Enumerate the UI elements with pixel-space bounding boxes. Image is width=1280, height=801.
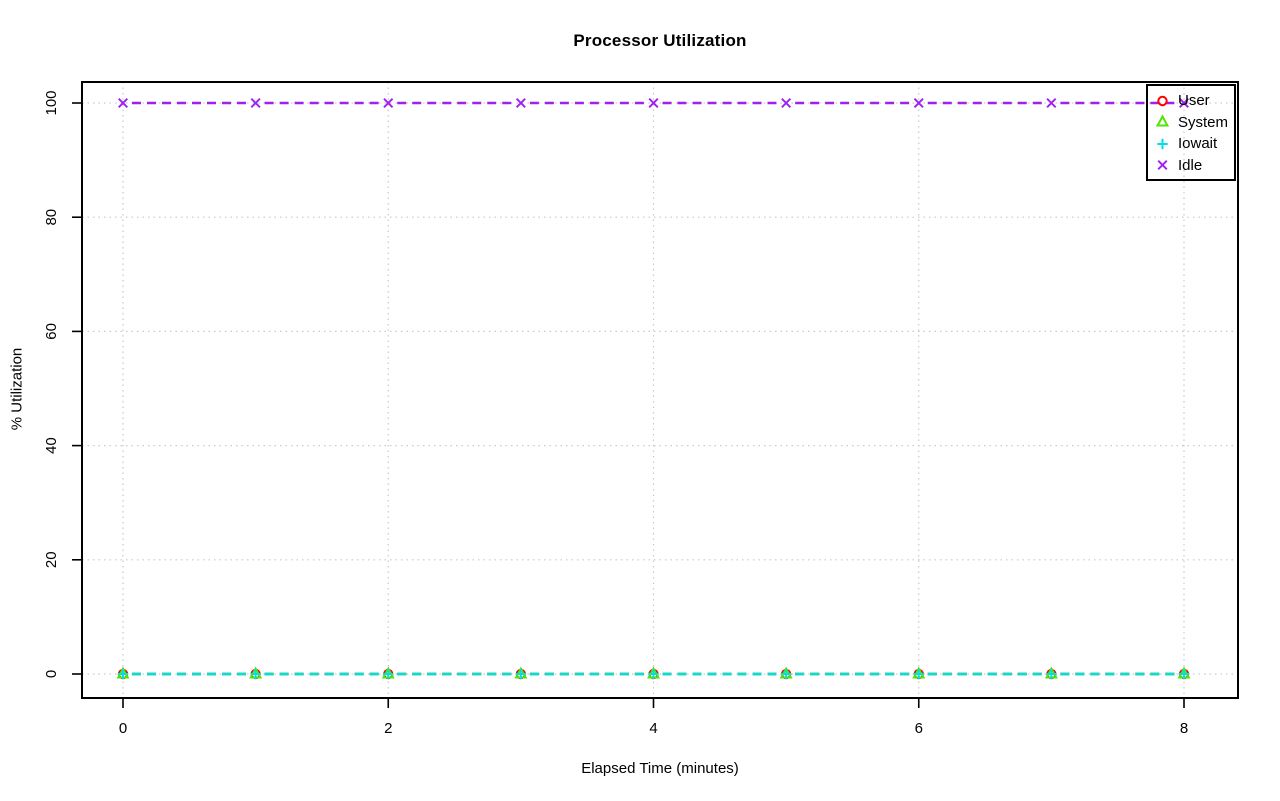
plus-marker (515, 668, 527, 680)
open-triangle-marker (1155, 114, 1170, 127)
plot-box (81, 81, 1239, 699)
x-tick-label: 6 (915, 720, 923, 737)
legend-label: Iowait (1178, 135, 1218, 153)
legend-label: Idle (1178, 156, 1203, 174)
legend-item-system: System (1154, 112, 1234, 134)
plus-marker (1046, 668, 1057, 680)
y-tick-label: 80 (43, 209, 60, 226)
x-marker (781, 98, 792, 108)
x-marker (648, 98, 659, 108)
x-marker (1179, 98, 1189, 108)
plus-marker (648, 668, 659, 680)
y-tick-label: 40 (43, 437, 60, 454)
plus-marker (117, 668, 129, 680)
y-tick-label: 0 (43, 670, 60, 678)
x-marker (1157, 160, 1168, 171)
legend: User System Iowait Idle (1146, 84, 1236, 181)
plus-marker (383, 668, 394, 680)
plus-marker (1157, 138, 1168, 149)
x-marker (1046, 98, 1057, 108)
x-tick-label: 4 (649, 720, 657, 737)
y-tick-label: 60 (43, 323, 60, 340)
legend-item-idle: Idle (1154, 155, 1234, 177)
plus-legend-icon (1157, 138, 1168, 149)
x-marker (913, 98, 924, 108)
x-axis-label: Elapsed Time (minutes) (581, 760, 739, 777)
x-legend-icon (1157, 160, 1168, 171)
plus-marker (780, 668, 792, 680)
x-marker (383, 98, 394, 108)
x-tick-label: 8 (1180, 720, 1188, 737)
open-circle-marker (1157, 95, 1168, 106)
legend-label: System (1178, 113, 1229, 131)
x-marker (250, 98, 261, 108)
x-marker (515, 98, 526, 108)
y-tick-label: 100 (43, 90, 60, 115)
y-axis-label: % Utilization (8, 347, 26, 431)
chart-title: Processor Utilization (573, 31, 747, 50)
open-circle-legend-icon (1157, 95, 1168, 106)
plus-marker (913, 668, 924, 680)
open-triangle-legend-icon (1155, 114, 1170, 127)
y-tick-label: 20 (43, 551, 60, 568)
x-tick-label: 0 (119, 720, 127, 737)
legend-item-user: User (1154, 90, 1234, 112)
plus-marker (1178, 668, 1190, 680)
legend-item-iowait: Iowait (1154, 133, 1234, 155)
x-tick-label: 2 (384, 720, 392, 737)
plus-marker (250, 668, 261, 680)
legend-label: User (1178, 92, 1210, 110)
x-marker (118, 98, 128, 108)
